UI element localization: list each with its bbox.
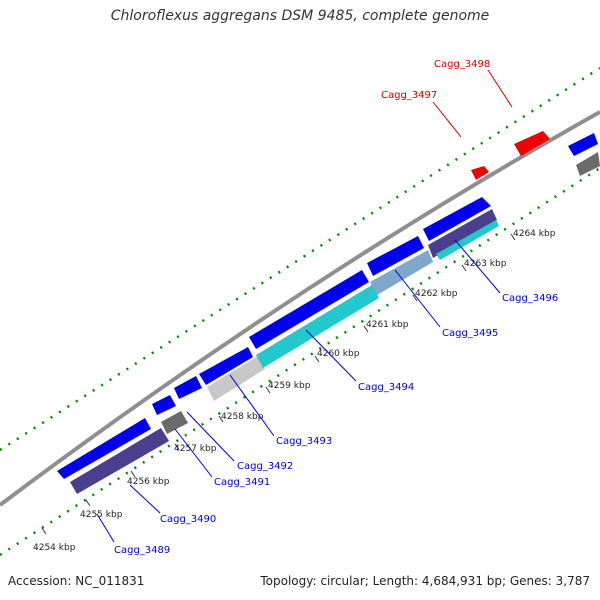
tick-mark bbox=[130, 470, 136, 478]
leader-cagg-3495 bbox=[394, 269, 441, 328]
gene-label-cagg-3494: Cagg_3494 bbox=[358, 382, 414, 393]
tick-label: 4257 kbp bbox=[174, 444, 217, 454]
leader-cagg-3498 bbox=[487, 69, 513, 108]
cds-3489 bbox=[57, 418, 151, 479]
tick-mark bbox=[461, 264, 467, 272]
tick-label: 4261 kbp bbox=[366, 320, 409, 330]
forward-cds-track bbox=[57, 133, 598, 479]
tick-label: 4255 kbp bbox=[80, 510, 123, 520]
tick-mark bbox=[363, 325, 369, 333]
cds-3491 bbox=[174, 376, 202, 399]
tick-mark bbox=[85, 499, 91, 507]
hit-block-8 bbox=[576, 152, 600, 176]
hit-block-2 bbox=[161, 411, 188, 434]
kbp-tick-labels: 4254 kbp 4255 kbp 4256 kbp 4257 kbp 4258… bbox=[33, 229, 556, 553]
genome-summary-label: Topology: circular; Length: 4,684,931 bp… bbox=[260, 574, 590, 588]
cds-3493 bbox=[249, 270, 369, 349]
gene-label-cagg-3497: Cagg_3497 bbox=[381, 90, 437, 101]
tick-label: 4258 kbp bbox=[221, 412, 264, 422]
inner-dotted-ring bbox=[0, 166, 600, 557]
kbp-tick-marks bbox=[41, 233, 516, 535]
gene-label-cagg-3492: Cagg_3492 bbox=[237, 461, 293, 472]
accession-label: Accession: NC_011831 bbox=[8, 574, 145, 588]
tick-mark bbox=[174, 443, 180, 451]
gene-label-cagg-3491: Cagg_3491 bbox=[214, 477, 270, 488]
tick-label: 4263 kbp bbox=[464, 259, 507, 269]
tick-mark bbox=[218, 415, 224, 423]
hit-block-4 bbox=[256, 285, 379, 368]
cds-3499 bbox=[568, 133, 598, 156]
hit-block-6 bbox=[428, 209, 497, 258]
leader-cagg-3497 bbox=[432, 101, 462, 138]
tick-label: 4256 kbp bbox=[127, 477, 170, 487]
cds-3492 bbox=[199, 347, 253, 385]
gene-label-cagg-3490: Cagg_3490 bbox=[160, 514, 216, 525]
genome-backbone bbox=[0, 110, 600, 507]
cds-3494 bbox=[367, 236, 424, 276]
leader-cagg-3492 bbox=[186, 411, 235, 462]
tick-mark bbox=[41, 527, 47, 535]
cds-reverse-3498 bbox=[514, 131, 550, 156]
hit-block-7 bbox=[436, 220, 499, 260]
gene-labels: Cagg_3489 Cagg_3490 Cagg_3491 Cagg_3492 … bbox=[114, 59, 558, 556]
tick-label: 4262 kbp bbox=[415, 289, 458, 299]
leader-cagg-3490 bbox=[129, 484, 161, 514]
hit-track bbox=[70, 152, 600, 494]
tick-label: 4260 kbp bbox=[317, 349, 360, 359]
gene-label-cagg-3496: Cagg_3496 bbox=[502, 293, 558, 304]
leader-cagg-3496 bbox=[454, 239, 501, 294]
gene-label-cagg-3495: Cagg_3495 bbox=[442, 328, 498, 339]
genome-title: Chloroflexus aggregans DSM 9485, complet… bbox=[110, 8, 490, 24]
cds-3490 bbox=[152, 395, 176, 415]
gene-label-cagg-3493: Cagg_3493 bbox=[276, 436, 332, 447]
tick-label: 4264 kbp bbox=[513, 229, 556, 239]
gene-label-cagg-3498: Cagg_3498 bbox=[434, 59, 490, 70]
leader-cagg-3489 bbox=[96, 513, 115, 543]
tick-mark bbox=[265, 386, 271, 394]
hit-block-5 bbox=[370, 250, 433, 295]
hit-block-3 bbox=[207, 356, 265, 401]
outer-dotted-ring bbox=[0, 66, 600, 452]
cds-reverse-3497 bbox=[471, 166, 489, 180]
hit-block-1 bbox=[70, 428, 169, 494]
tick-mark bbox=[510, 233, 516, 241]
gene-label-leaders bbox=[96, 69, 513, 543]
cds-3495 bbox=[423, 197, 491, 241]
leader-cagg-3493 bbox=[229, 374, 275, 437]
tick-mark bbox=[314, 355, 320, 363]
tick-label: 4254 kbp bbox=[33, 543, 76, 553]
leader-cagg-3491 bbox=[174, 428, 213, 478]
tick-mark bbox=[412, 294, 418, 302]
leader-cagg-3494 bbox=[305, 329, 357, 382]
tick-label: 4259 kbp bbox=[268, 381, 311, 391]
gene-label-cagg-3489: Cagg_3489 bbox=[114, 545, 170, 556]
